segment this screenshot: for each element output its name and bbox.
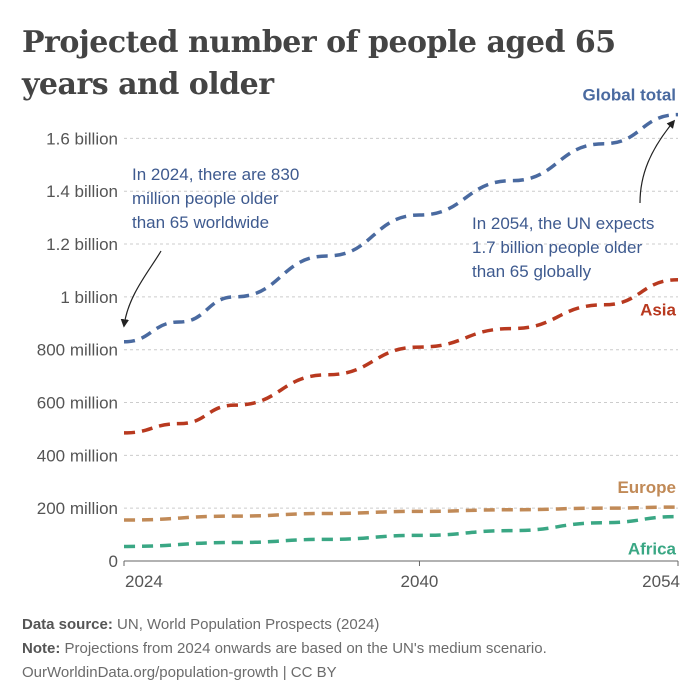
series-label-europe: Europe [617,478,676,497]
annotation-2024-line: than 65 worldwide [132,213,269,232]
source-text: UN, World Population Prospects (2024) [117,616,380,633]
y-tick-label: 800 million [37,341,118,360]
annotation-2024-line: million people older [132,189,279,208]
y-tick-label: 1.6 billion [46,129,118,148]
series-labels: Global total Asia Europe Africa [583,86,677,559]
series-line-africa [123,514,679,549]
annotation-2024-arrow [120,250,162,328]
data-source-line: Data source: UN, World Population Prospe… [22,613,682,637]
annotation-2024-line: In 2024, there are 830 [132,165,299,184]
series-label-africa: Africa [628,540,677,559]
annotation-2054-line: 1.7 billion people older [472,238,642,257]
note-text: Projections from 2024 onwards are based … [64,640,547,657]
y-tick-label: 400 million [37,446,118,465]
annotation-2054-arrow [639,119,676,204]
line-chart: 0 200 million 400 million 600 million 800 mi… [37,86,680,591]
x-axis [123,560,679,566]
series-line-asia [123,277,679,435]
y-tick-label: 200 million [37,499,118,518]
chart-title: Projected number of people aged 65 years… [22,25,616,102]
y-tick-label: 600 million [37,394,118,413]
y-tick-label: 1.2 billion [46,235,118,254]
x-tick-label: 2040 [401,572,439,591]
y-tick-label: 1.4 billion [46,182,118,201]
chart-footer: Data source: UN, World Population Prospe… [22,613,682,685]
annotation-2024: In 2024, there are 830 million people ol… [132,165,304,232]
note-line: Note: Projections from 2024 onwards are … [22,637,682,661]
series-line-global [123,112,679,344]
y-tick-label: 0 [109,552,118,571]
credit-link[interactable]: OurWorldinData.org/population-growth | C… [22,664,337,681]
series-lines [123,112,679,549]
x-tick-label: 2024 [125,572,163,591]
series-label-asia: Asia [640,301,676,320]
annotation-2054-line: than 65 globally [472,262,592,281]
annotation-2054: In 2054, the UN expects 1.7 billion peop… [472,214,659,281]
series-label-global: Global total [583,86,677,105]
source-label: Data source: [22,616,113,633]
x-tick-label: 2054 [642,572,680,591]
note-label: Note: [22,640,61,657]
y-tick-label: 1 billion [60,288,118,307]
series-line-europe [123,505,679,522]
y-axis-tick-labels: 0 200 million 400 million 600 million 800 mi… [37,129,118,571]
x-axis-tick-labels: 2024 2040 2054 [125,572,680,591]
annotation-2054-line: In 2054, the UN expects [472,214,654,233]
